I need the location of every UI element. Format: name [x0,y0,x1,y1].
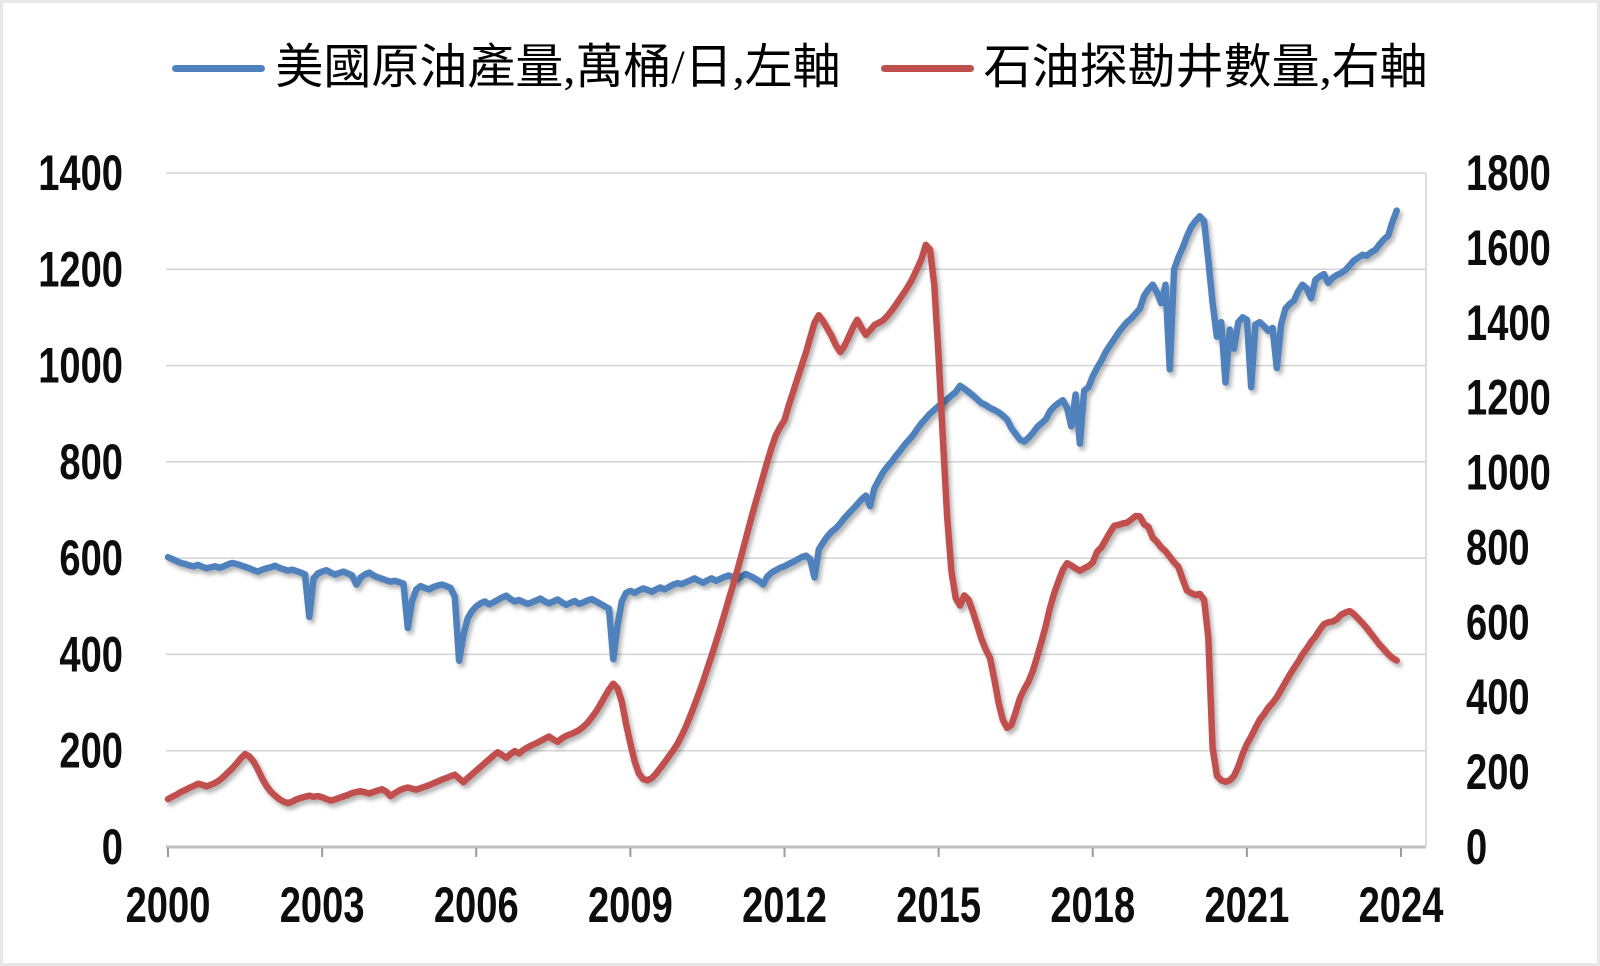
y-right-axis-label: 800 [1466,519,1530,575]
legend-label-production: 美國原油產量,萬桶/日,左軸 [275,41,841,94]
legend: 美國原油產量,萬桶/日,左軸 石油探勘井數量,右軸 [3,41,1597,94]
y-right-axis-label: 400 [1466,669,1530,725]
wells-line-series [164,241,1400,807]
legend-label-wells: 石油探勘井數量,右軸 [983,41,1428,94]
y-right-axis-label: 1800 [1466,145,1551,201]
y-left-axis-label: 400 [59,626,123,682]
y-left-axis-label: 1000 [38,338,123,394]
y-left-axis-label: 1200 [38,241,123,297]
x-axis-label: 2000 [126,877,211,933]
y-right-axis-label: 200 [1466,744,1530,800]
y-left-axis-label: 200 [59,723,123,779]
y-right-axis-label: 0 [1466,819,1487,875]
y-right-axis-label: 600 [1466,594,1530,650]
x-axis-label: 2021 [1204,877,1289,933]
x-axis-label: 2006 [434,877,519,933]
y-left-axis-label: 600 [59,530,123,586]
x-axis-label: 2024 [1359,877,1444,933]
legend-line-blue-icon [172,64,266,72]
y-right-axis-label: 1000 [1466,445,1551,501]
y-left-axis-label: 0 [102,819,123,875]
y-right-axis-label: 1200 [1466,370,1551,426]
legend-item-production: 美國原油產量,萬桶/日,左軸 [172,41,841,94]
x-axis-label: 2009 [588,877,673,933]
y-left-axis-label: 800 [59,434,123,490]
x-axis-label: 2018 [1050,877,1135,933]
y-right-axis-label: 1600 [1466,220,1551,276]
production-line-series [164,207,1400,664]
x-axis-label: 2015 [896,877,981,933]
y-left-axis-label: 1400 [38,145,123,201]
y-right-axis-label: 1400 [1466,295,1551,351]
x-axis-label: 2012 [742,877,827,933]
legend-item-wells: 石油探勘井數量,右軸 [880,41,1428,94]
legend-line-red-icon [880,64,974,72]
x-axis-label: 2003 [280,877,365,933]
dual-axis-line-chart: 0 200 400 600 800 1000 1200 1400 0 200 400 600 800 10… [38,145,1551,933]
